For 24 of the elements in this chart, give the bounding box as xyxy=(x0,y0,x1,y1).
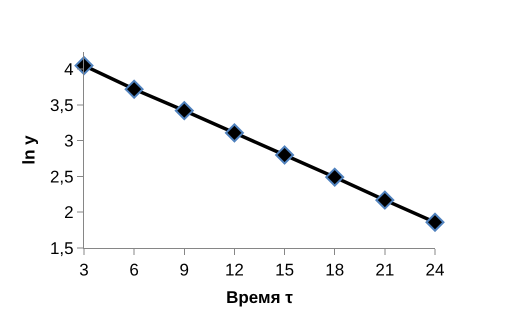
point xyxy=(224,123,244,142)
point xyxy=(275,146,294,164)
y-axis-title: ln y xyxy=(20,134,39,165)
x-tick-label: 24 xyxy=(426,260,444,280)
x-tick-label: 3 xyxy=(79,260,89,280)
point xyxy=(74,56,94,76)
x-tick-label: 18 xyxy=(325,260,344,280)
x-axis-title: Время τ xyxy=(226,288,294,307)
x-tick-label: 6 xyxy=(129,260,139,280)
point xyxy=(426,212,444,232)
x-tick-label: 21 xyxy=(375,260,394,280)
point xyxy=(325,168,344,187)
point xyxy=(375,190,394,210)
point xyxy=(124,80,144,99)
y-tick-label: 3,5 xyxy=(50,96,74,115)
y-tick-label: 3 xyxy=(64,132,74,151)
y-tick-label: 4 xyxy=(64,60,74,80)
y-tick-label: 2,5 xyxy=(50,167,74,186)
x-tick-label: 9 xyxy=(180,260,190,280)
y-tick-label: 1,5 xyxy=(50,238,74,258)
point xyxy=(174,101,194,120)
y-tick-label: 2 xyxy=(64,203,74,222)
x-tick-label: 15 xyxy=(275,260,294,280)
x-tick-label: 12 xyxy=(224,260,244,280)
